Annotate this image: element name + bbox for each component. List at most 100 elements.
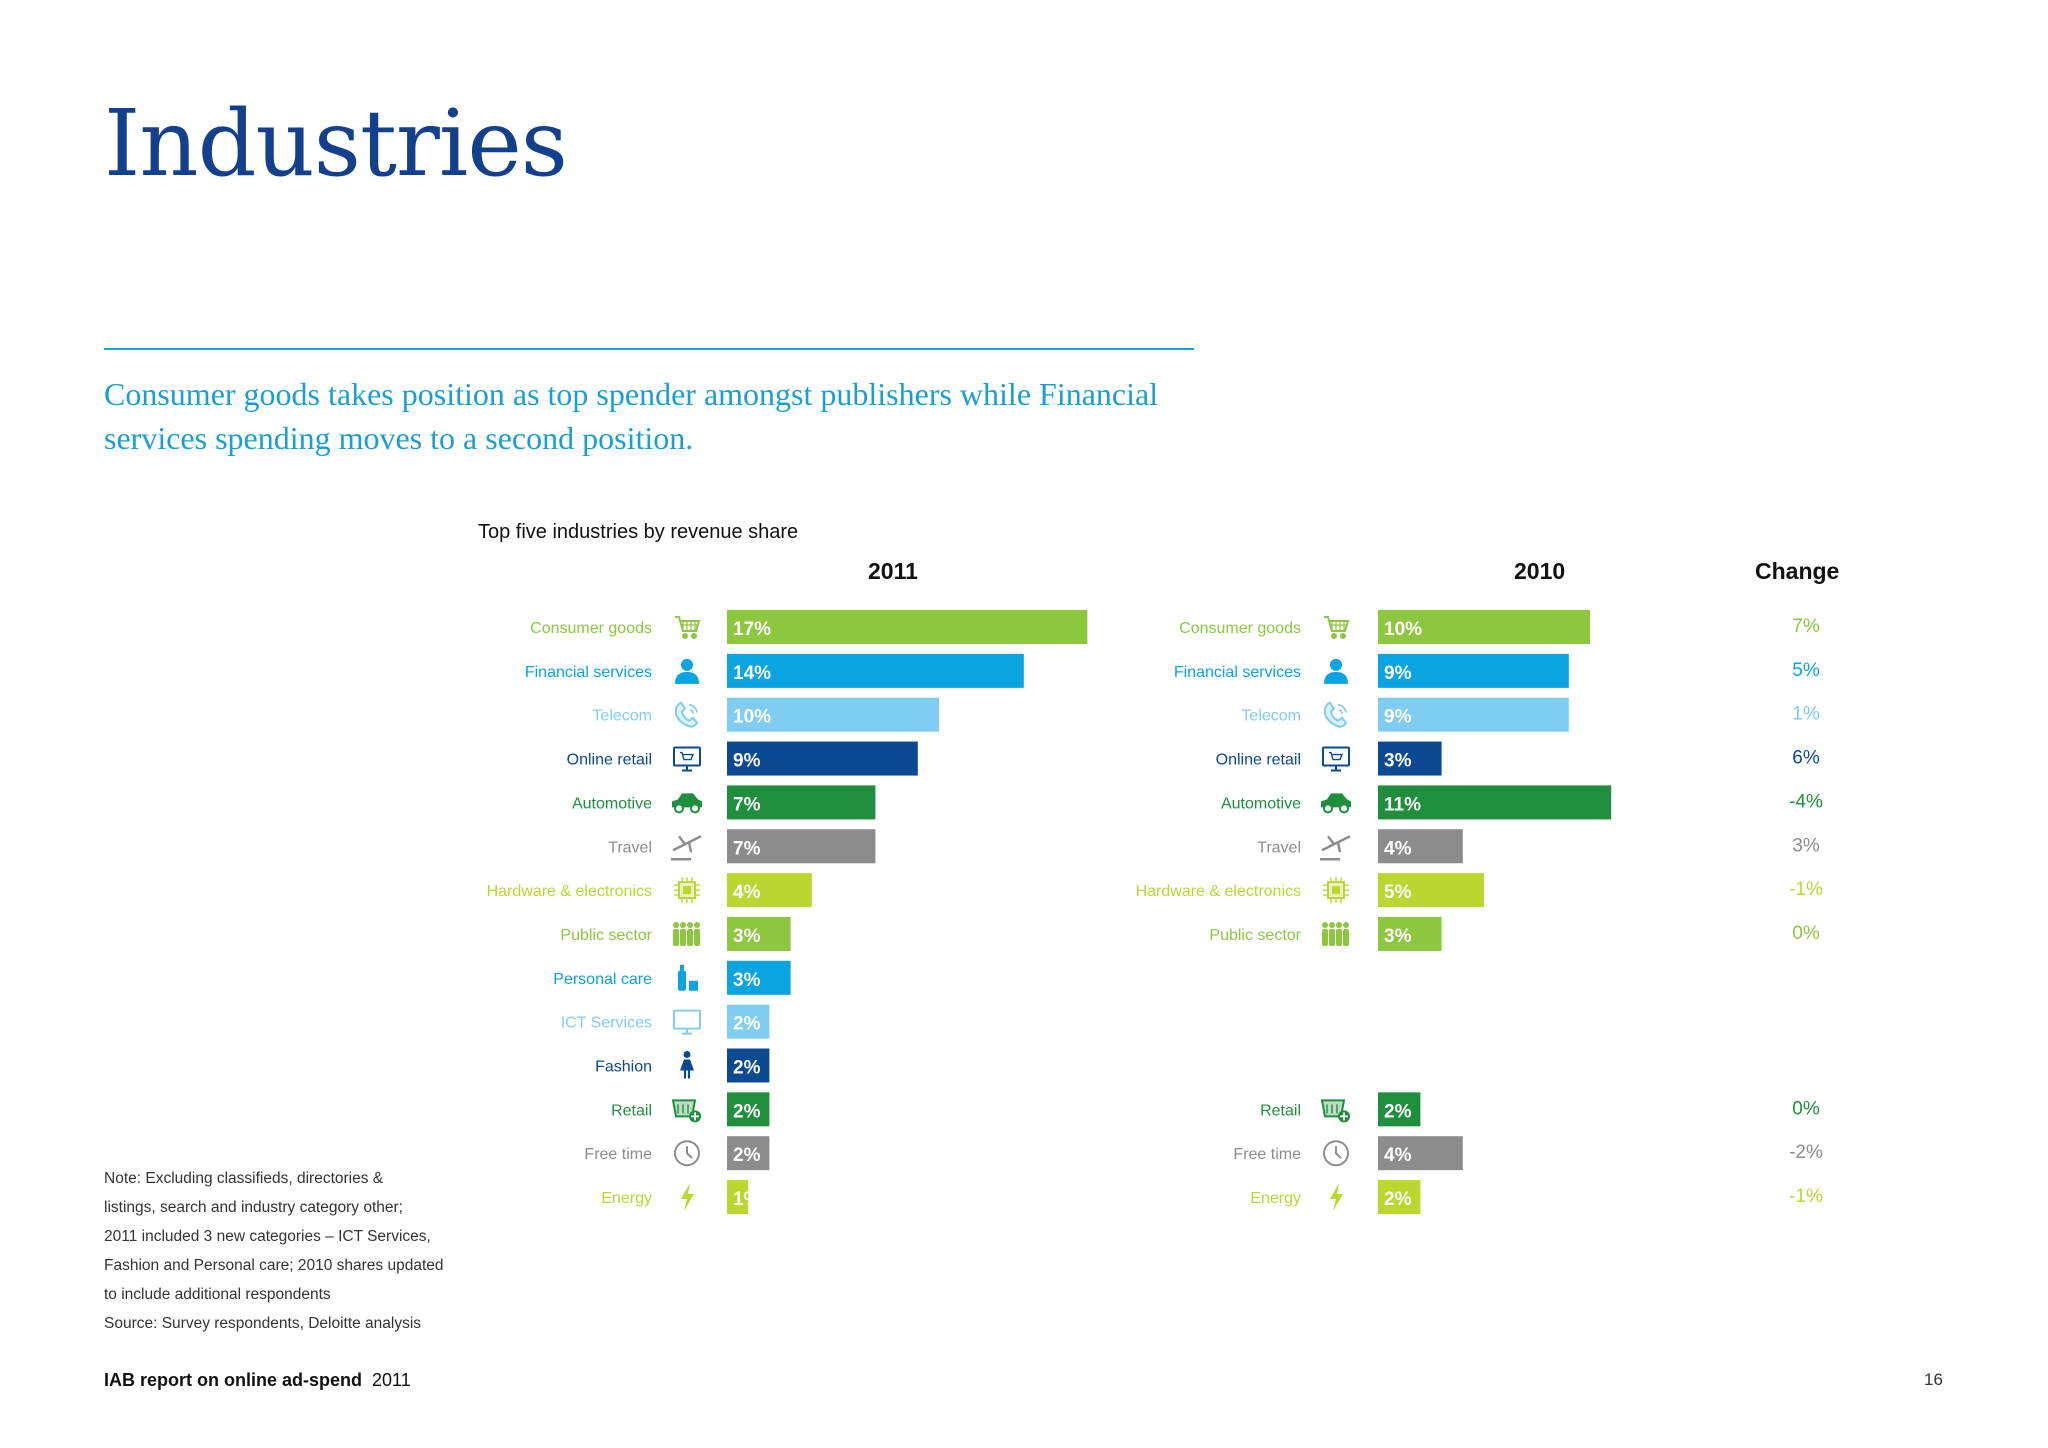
bar-2011-fashion-bar (727, 1048, 770, 1083)
category-label-energy: Energy (601, 1190, 652, 1207)
bar-2011-consumer-goods-bar (727, 610, 1088, 644)
category-label-telecom: Telecom (592, 708, 652, 725)
bar-2011-hardware-and-electronics-bar-label: 4% (733, 882, 761, 903)
chart-note: Note: Excluding classifieds, directories… (104, 1164, 464, 1338)
change-value-automotive: -4% (1789, 791, 1823, 812)
change-value-hardware-and-electronics: -1% (1789, 879, 1823, 900)
monitor-cart-icon (1322, 746, 1350, 772)
column-header-2011: 2011 (868, 558, 918, 584)
plane-icon (1320, 835, 1351, 861)
chip-icon (674, 877, 700, 904)
category-label-travel: Travel (608, 839, 652, 856)
category-label-2010-telecom: Telecom (1241, 708, 1301, 725)
bar-2011-telecom-bar (727, 697, 939, 732)
bar-2010-telecom-bar-label: 9% (1384, 707, 1412, 728)
bar-2011-telecom-bar-label: 10% (733, 707, 771, 728)
note-line: to include additional respondents (104, 1286, 331, 1303)
bar-2011-ict-services-bar (727, 1004, 770, 1039)
bar-2010-online-retail-bar (1378, 741, 1442, 776)
category-label-2010-energy: Energy (1250, 1190, 1301, 1207)
note-line: 2011 included 3 new categories – ICT Ser… (104, 1228, 431, 1245)
bar-2010-automotive-bar-label: 11% (1384, 794, 1421, 815)
page-title: Industries (104, 90, 568, 197)
change-value-consumer-goods: 7% (1792, 616, 1820, 637)
bar-2010-retail-bar (1378, 1092, 1421, 1127)
page-number: 16 (1924, 1370, 1943, 1389)
bar-2010-consumer-goods-bar-label: 10% (1384, 619, 1422, 640)
bar-2011-financial-services-bar-label: 14% (733, 663, 771, 684)
cart-icon (1324, 616, 1350, 639)
category-label-free-time: Free time (584, 1146, 652, 1163)
bar-2010-financial-services-bar-label: 9% (1384, 663, 1412, 684)
phone-icon (674, 701, 699, 728)
bottle-icon (678, 964, 698, 991)
category-label-2010-travel: Travel (1257, 839, 1301, 856)
footer-report-title: IAB report on online ad-spend (104, 1370, 363, 1390)
bar-2011-financial-services-bar (727, 653, 1024, 688)
bar-2010-retail-bar-label: 2% (1384, 1101, 1412, 1122)
shop-basket-icon (671, 1099, 701, 1123)
bar-2011-personal-care-bar (727, 960, 791, 995)
category-label-ict-services: ICT Services (561, 1015, 652, 1032)
chip-icon (1323, 877, 1349, 904)
change-value-online-retail: 6% (1792, 748, 1820, 769)
clock-icon (674, 1140, 700, 1167)
column-header-change: Change (1755, 558, 1840, 584)
bar-2011-online-retail-bar (727, 741, 918, 776)
bar-2011-automotive-bar-label: 7% (733, 794, 761, 815)
bar-2010-financial-services-bar (1378, 653, 1569, 688)
bar-2011-free-time-bar-label: 2% (733, 1145, 761, 1166)
lightning-icon (1330, 1183, 1343, 1212)
people-icon (1322, 921, 1349, 946)
change-value-energy: -1% (1789, 1186, 1823, 1207)
shop-basket-icon (1320, 1099, 1350, 1123)
category-label-hardware-and-electronics: Hardware & electronics (487, 883, 652, 900)
change-value-telecom: 1% (1792, 704, 1820, 725)
category-label-financial-services: Financial services (525, 664, 652, 681)
category-label-online-retail: Online retail (567, 752, 652, 769)
bar-2010-travel-bar (1378, 829, 1463, 864)
change-value-financial-services: 5% (1792, 660, 1820, 681)
bar-2011-personal-care-bar-label: 3% (733, 970, 761, 991)
plane-icon (671, 835, 702, 861)
footer: IAB report on online ad-spend 2011 (104, 1370, 411, 1391)
bar-2010-free-time-bar (1378, 1136, 1463, 1171)
change-value-travel: 3% (1792, 835, 1820, 856)
bar-2010-hardware-and-electronics-bar (1378, 873, 1484, 908)
bar-2011-energy-bar-label: 1% (733, 1189, 761, 1210)
bar-2010-energy-bar (1378, 1180, 1421, 1215)
bar-2010-free-time-bar-label: 4% (1384, 1145, 1412, 1166)
bar-2011-ict-services-bar-label: 2% (733, 1014, 761, 1035)
people-icon (673, 921, 700, 946)
bar-2010-travel-bar-label: 4% (1384, 838, 1412, 859)
bar-2011-automotive-bar (727, 785, 876, 820)
bar-2011-hardware-and-electronics-bar (727, 873, 812, 908)
category-label-2010-retail: Retail (1260, 1102, 1301, 1119)
category-label-2010-online-retail: Online retail (1216, 752, 1301, 769)
category-label-public-sector: Public sector (560, 927, 652, 944)
note-line: listings, search and industry category o… (104, 1199, 403, 1216)
car-icon (1321, 793, 1351, 814)
person-icon (1324, 658, 1348, 684)
page-subtitle: Consumer goods takes position as top spe… (104, 376, 1159, 456)
bar-2010-online-retail-bar-label: 3% (1384, 751, 1412, 772)
change-value-free-time: -2% (1789, 1142, 1823, 1163)
source-line: Source: Survey respondents, Deloitte ana… (104, 1315, 422, 1332)
note-line: Fashion and Personal care; 2010 shares u… (104, 1257, 444, 1274)
category-label-2010-free-time: Free time (1233, 1146, 1301, 1163)
bar-2011-consumer-goods-bar-label: 17% (733, 619, 771, 640)
category-label-2010-consumer-goods: Consumer goods (1179, 620, 1301, 637)
title-divider (104, 348, 1194, 350)
monitor-cart-icon (673, 746, 701, 772)
column-header-2010: 2010 (1514, 558, 1566, 584)
bar-2011-fashion-bar-label: 2% (733, 1058, 761, 1079)
footer-year: 2011 (372, 1370, 411, 1390)
category-label-2010-public-sector: Public sector (1209, 927, 1301, 944)
category-label-retail: Retail (611, 1102, 652, 1119)
bar-2010-telecom-bar (1378, 697, 1569, 732)
bar-2011-travel-bar (727, 829, 876, 864)
screen-icon (673, 1009, 701, 1035)
bar-2011-retail-bar (727, 1092, 770, 1127)
note-line: Note: Excluding classifieds, directories… (104, 1170, 384, 1187)
